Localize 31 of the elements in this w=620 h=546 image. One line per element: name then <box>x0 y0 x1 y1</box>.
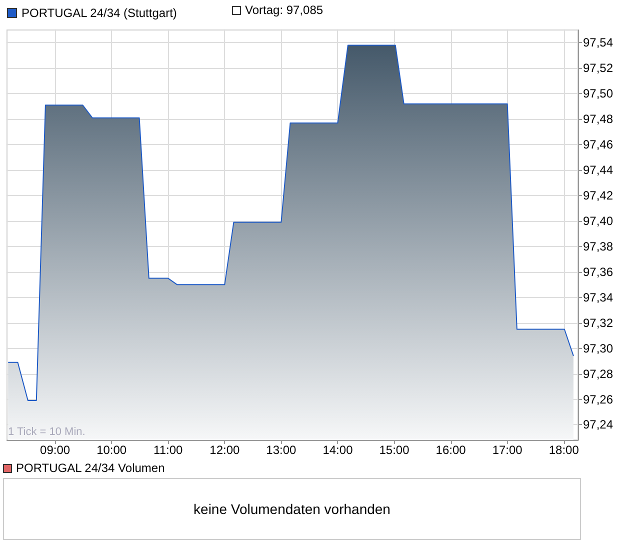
x-tick-label: 12:00 <box>210 443 240 457</box>
x-tick-label: 18:00 <box>548 443 580 457</box>
x-tick-label: 15:00 <box>379 443 410 457</box>
y-tick-label: 97,30 <box>583 341 614 356</box>
y-tick-label: 97,28 <box>583 366 614 381</box>
y-tick-label: 97,50 <box>583 86 614 101</box>
x-tick-label: 10:00 <box>96 443 127 457</box>
y-tick-label: 97,46 <box>583 138 614 152</box>
x-tick-label: 09:00 <box>40 443 70 457</box>
x-tick-label: 17:00 <box>492 443 523 457</box>
y-tick-label: 97,24 <box>583 418 614 432</box>
y-tick-label: 97,26 <box>583 392 614 406</box>
y-tick-label: 97,32 <box>583 316 614 330</box>
text: keine Volumendaten vorhanden <box>3 478 581 540</box>
x-tick-label: 11:00 <box>154 443 184 457</box>
y-tick-label: 97,42 <box>583 188 614 203</box>
y-tick-label: 97,48 <box>583 112 614 126</box>
text: Vortag: 97,085 <box>244 3 324 17</box>
legend-label: PORTUGAL 24/34 (Stuttgart) <box>22 6 177 20</box>
y-tick-label: 97,36 <box>583 264 614 279</box>
x-tick-label: 13:00 <box>266 443 297 457</box>
y-tick-label: 97,38 <box>583 239 614 254</box>
y-tick-label: 97,52 <box>583 61 614 76</box>
y-tick-label: 97,54 <box>583 36 614 50</box>
y-tick-label: 97,34 <box>583 290 614 304</box>
x-tick-label: 14:00 <box>322 443 354 457</box>
text: PORTUGAL 24/34 Volumen <box>15 461 165 475</box>
annotation: 1 Tick = 10 Min. <box>8 426 86 438</box>
y-tick-label: 97,44 <box>583 163 614 178</box>
y-tick-label: 97,40 <box>583 214 614 228</box>
x-tick-label: 16:00 <box>436 443 466 457</box>
